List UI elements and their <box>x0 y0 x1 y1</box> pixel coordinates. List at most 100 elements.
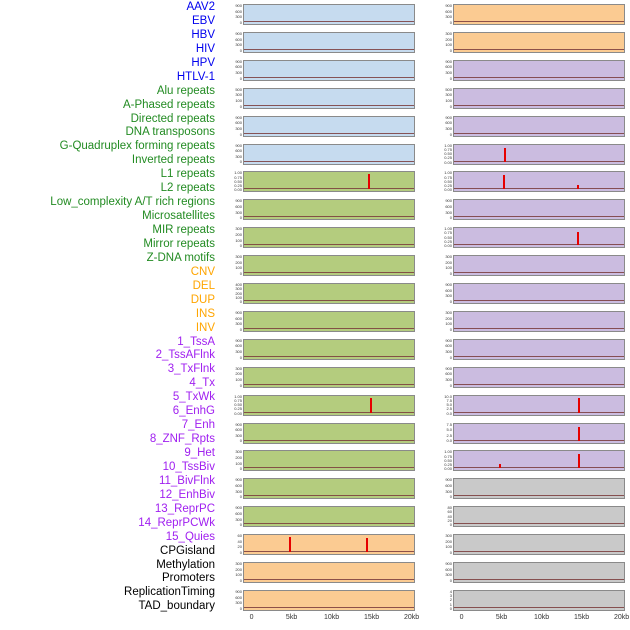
y-tick-label: 0.50 <box>444 178 452 184</box>
baseline-trace <box>244 160 414 162</box>
y-tick-label: 2.5 <box>446 406 452 412</box>
baseline-trace <box>244 300 414 301</box>
y-tick-label: 600 <box>235 482 242 488</box>
y-tick-label: 900 <box>235 4 242 8</box>
y-tick-label: 500 <box>445 87 452 92</box>
panel-plot-area <box>453 87 625 109</box>
y-tick-label: 600 <box>235 427 242 433</box>
track-label: 9_Het <box>184 447 215 459</box>
y-tick-label: 300 <box>445 31 452 36</box>
baseline-trace <box>454 467 624 469</box>
track-panel: 500 300 100 0 <box>229 87 415 109</box>
y-tick-label: 200 <box>235 231 242 237</box>
baseline-trace <box>454 523 624 525</box>
y-axis-ticks: 300 200 100 0 <box>229 450 243 471</box>
track-panel: 300 200 100 0 <box>229 562 415 583</box>
panel-plot-area <box>453 562 625 583</box>
track-label: CPGisland <box>160 544 215 557</box>
track-panel: 1.00 0.75 0.50 0.25 0.00 <box>439 143 625 165</box>
y-axis-ticks: 900 600 300 0 <box>229 339 243 360</box>
y-axis-ticks: 1.00 0.75 0.50 0.25 0.00 <box>439 450 453 471</box>
y-tick-label: 600 <box>445 371 452 377</box>
panel-plot-area <box>243 589 415 611</box>
baseline-trace <box>244 272 414 274</box>
y-tick-label: 600 <box>445 64 452 70</box>
track-panel: 900 600 300 0 <box>439 59 625 81</box>
track-panel: 900 600 300 0 <box>229 478 415 500</box>
panel-plot-area <box>453 171 625 193</box>
y-tick-label: 0 <box>449 103 452 109</box>
track-label: L2 repeats <box>160 182 215 195</box>
y-tick-label: 900 <box>445 4 452 8</box>
y-tick-label: 0 <box>239 522 242 528</box>
y-tick-label: 0 <box>449 522 452 528</box>
baseline-trace <box>454 48 624 50</box>
track-panel: 900 600 300 0 <box>229 143 415 165</box>
track-label: Alu repeats <box>156 84 215 97</box>
y-tick-label: 100 <box>235 265 242 271</box>
track-label: 7_Enh <box>181 419 215 432</box>
track-panel: 1.00 0.75 0.50 0.25 0.00 <box>439 171 625 193</box>
baseline-trace <box>454 355 624 357</box>
panel-plot-area <box>243 255 415 277</box>
panel-plot-area <box>453 115 625 137</box>
y-tick-label: 600 <box>445 287 452 293</box>
signal-spike <box>577 454 580 469</box>
y-tick-label: 0.00 <box>444 466 452 472</box>
track-labels-list: AAV2 EBV HBV HIV HPV HTLV-1 Alu repeats A-Phase… <box>0 1 215 614</box>
y-tick-label: 200 <box>235 371 242 377</box>
x-tick-label: 20kb <box>403 614 420 621</box>
track-panel: 900 600 300 0 <box>439 562 625 583</box>
track-label: L1 repeats <box>160 168 215 181</box>
x-tick-label: 15kb <box>573 614 590 621</box>
x-axis-right: 0 5kb 10kb 15kb 20kb <box>453 612 630 624</box>
y-axis-ticks: 900 600 300 0 <box>229 423 243 444</box>
track-label: AAV2 <box>186 1 215 13</box>
y-tick-label: 1.00 <box>444 227 452 232</box>
track-label: 12_EnhBiv <box>159 488 215 501</box>
y-axis-ticks: 900 600 300 0 <box>439 116 453 137</box>
track-label: DUP <box>190 293 215 306</box>
y-axis-ticks: 7.5 5.0 2.5 0.0 <box>439 423 453 444</box>
baseline-trace <box>244 606 414 608</box>
y-tick-label: 300 <box>445 293 452 299</box>
track-label: Methylation <box>156 558 215 571</box>
track-label: Inverted repeats <box>131 154 215 167</box>
signal-spike <box>366 537 369 553</box>
track-panel: 300 200 100 0 <box>229 255 415 277</box>
x-tick-label: 10kb <box>323 614 340 621</box>
track-label: 4_Tx <box>189 377 215 390</box>
signal-spike <box>577 398 580 413</box>
track-label: Low_complexity A/T rich regions <box>50 196 215 209</box>
track-label: Z-DNA motifs <box>146 251 215 264</box>
y-tick-label: 900 <box>445 562 452 566</box>
y-tick-label: 0.75 <box>234 174 242 180</box>
y-axis-ticks: 900 600 300 0 <box>229 116 243 137</box>
y-axis-ticks: 1.00 0.75 0.50 0.25 0.00 <box>229 395 243 416</box>
y-tick-label: 300 <box>445 310 452 315</box>
panel-plot-area <box>453 255 625 277</box>
x-tick-label: 0 <box>459 614 464 621</box>
x-tick-label: 15kb <box>363 614 380 621</box>
panel-plot-area <box>453 478 625 500</box>
track-panel: 300 200 100 0 <box>229 366 415 388</box>
y-tick-label: 0 <box>239 215 242 221</box>
y-tick-label: 0 <box>239 605 242 611</box>
x-tick-label: 5kb <box>495 614 508 621</box>
track-label: Promoters <box>161 572 215 585</box>
panel-plot-area <box>243 394 415 416</box>
y-axis-ticks: 1.00 0.75 0.50 0.25 0.00 <box>439 171 453 192</box>
baseline-trace <box>454 132 624 134</box>
track-label: 8_ZNF_Rpts <box>149 433 215 446</box>
track-panel: 900 600 300 0 <box>439 4 625 25</box>
y-tick-label: 0.50 <box>234 402 242 408</box>
y-tick-label: 600 <box>445 343 452 349</box>
y-tick-label: 400 <box>235 283 242 287</box>
baseline-trace <box>454 327 624 329</box>
baseline-trace <box>244 244 414 246</box>
track-panel: 900 600 300 0 <box>229 199 415 221</box>
y-tick-label: 900 <box>445 59 452 64</box>
y-tick-label: 300 <box>445 534 452 539</box>
baseline-trace <box>454 551 624 553</box>
